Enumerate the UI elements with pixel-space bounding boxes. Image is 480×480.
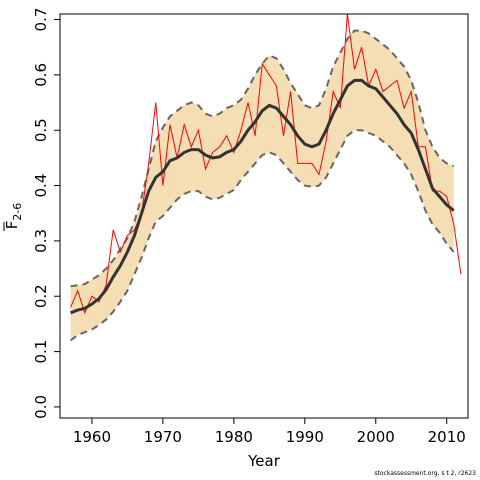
plot-frame xyxy=(59,13,469,419)
estimate-line xyxy=(70,78,455,315)
y-tick-label-0.0: 0.0 xyxy=(32,395,50,419)
y-axis-title-main: F xyxy=(3,221,21,230)
upper-bound-line xyxy=(70,29,455,288)
lower-bound-line xyxy=(69,129,455,342)
y-tick-label-0.7: 0.7 xyxy=(32,8,50,32)
y-tick-label-0.3: 0.3 xyxy=(32,229,50,253)
x-tick-label-1990: 1990 xyxy=(286,428,324,446)
x-tick-label-1960: 1960 xyxy=(73,428,111,446)
x-tick-label-1980: 1980 xyxy=(215,428,253,446)
footer-credit: stockassessment.org, s t 2, r2623 xyxy=(374,470,476,477)
x-axis-title: Year xyxy=(247,452,281,470)
x-tick-label-1970: 1970 xyxy=(144,428,182,446)
y-axis-title: F2-6 xyxy=(3,203,24,231)
y-tick-label-0.4: 0.4 xyxy=(32,174,50,198)
x-tick-label-2010: 2010 xyxy=(428,428,466,446)
confidence-band-area xyxy=(70,30,454,341)
y-tick-label-0.1: 0.1 xyxy=(32,340,50,364)
confidence-band xyxy=(70,30,454,341)
svg-text:F2-6: F2-6 xyxy=(3,203,24,230)
axes: 1960 1970 1980 1990 2000 2010 0.0 0.1 0.2 0.3 0.4 0… xyxy=(32,8,466,446)
x-tick-label-2000: 2000 xyxy=(357,428,395,446)
y-axis-title-sub: 2-6 xyxy=(11,203,24,221)
series-lines xyxy=(69,13,462,342)
y-tick-label-0.2: 0.2 xyxy=(32,284,50,308)
y-tick-label-0.6: 0.6 xyxy=(32,63,50,87)
y-tick-label-0.5: 0.5 xyxy=(32,118,50,142)
